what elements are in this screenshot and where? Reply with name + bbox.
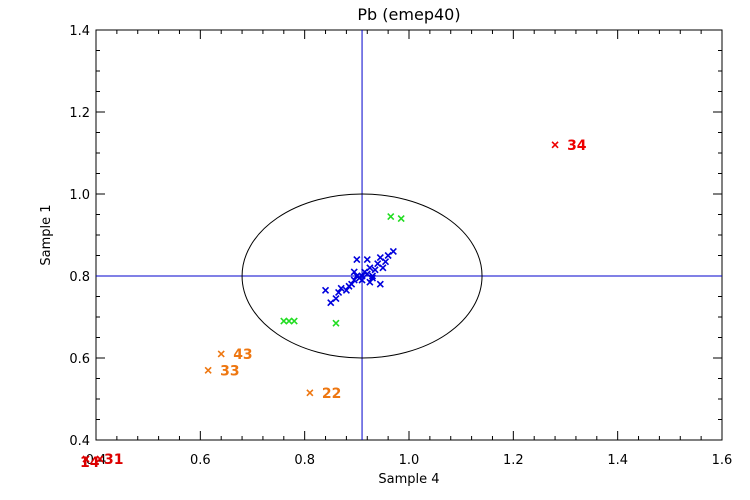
y-tick-label: 1.2 (69, 106, 90, 121)
data-point (358, 276, 366, 284)
plot-area: 0.4 0.6 0.8 1.0 1.2 1.4 1.60.40.60.81.01.21.44… (69, 24, 732, 471)
data-point (397, 215, 405, 223)
data-point (332, 319, 340, 327)
x-tick-label: 1.4 (607, 453, 628, 468)
data-point (366, 278, 374, 286)
point-label: 22 (322, 386, 341, 402)
data-point (96, 455, 104, 463)
data-point (381, 258, 390, 266)
confidence-ellipse (241, 193, 483, 359)
data-point (350, 276, 358, 284)
data-point (353, 256, 361, 264)
data-point (387, 212, 395, 221)
data-point (350, 268, 358, 276)
data-point (285, 317, 293, 325)
data-point (280, 317, 288, 325)
x-axis-title: Sample 4 (378, 472, 439, 487)
data-point (368, 274, 377, 282)
data-point (363, 256, 371, 264)
data-point (368, 272, 377, 280)
data-point (376, 280, 384, 288)
data-point (82, 455, 90, 463)
point-label: 43 (233, 347, 252, 363)
x-tick-label: 0.6 (190, 453, 211, 468)
point-label: 34 (567, 138, 587, 154)
data-point (332, 294, 340, 303)
data-point (551, 141, 559, 149)
data-point (337, 284, 345, 292)
annotation-label: 14 (80, 455, 100, 471)
data-point (306, 389, 314, 397)
y-tick-label: 0.8 (69, 270, 90, 285)
annotation-label: 31 (104, 452, 123, 468)
plot-frame (95, 29, 723, 441)
data-point (348, 280, 356, 288)
y-tick-label: 0.4 (69, 434, 90, 449)
data-point (379, 264, 387, 272)
chart-title: Pb (emep40) (357, 5, 460, 24)
y-tick-label: 1.4 (69, 24, 90, 39)
data-point (217, 350, 225, 358)
data-point (204, 366, 212, 374)
y-tick-label: 0.6 (69, 352, 90, 367)
data-point (371, 266, 379, 274)
x-tick-label: 1.0 (399, 453, 420, 468)
x-tick-label: 1.2 (503, 453, 524, 468)
data-point (389, 247, 397, 255)
data-point (342, 286, 350, 294)
data-point (290, 317, 298, 325)
y-tick-label: 1.0 (69, 188, 90, 203)
y-axis-title: Sample 1 (39, 204, 54, 265)
x-tick-label: 1.6 (712, 453, 733, 468)
point-label: 33 (220, 363, 239, 379)
data-point (321, 286, 330, 294)
data-point (335, 288, 343, 296)
x-tick-label: 0.8 (294, 453, 315, 468)
data-point (366, 264, 374, 272)
